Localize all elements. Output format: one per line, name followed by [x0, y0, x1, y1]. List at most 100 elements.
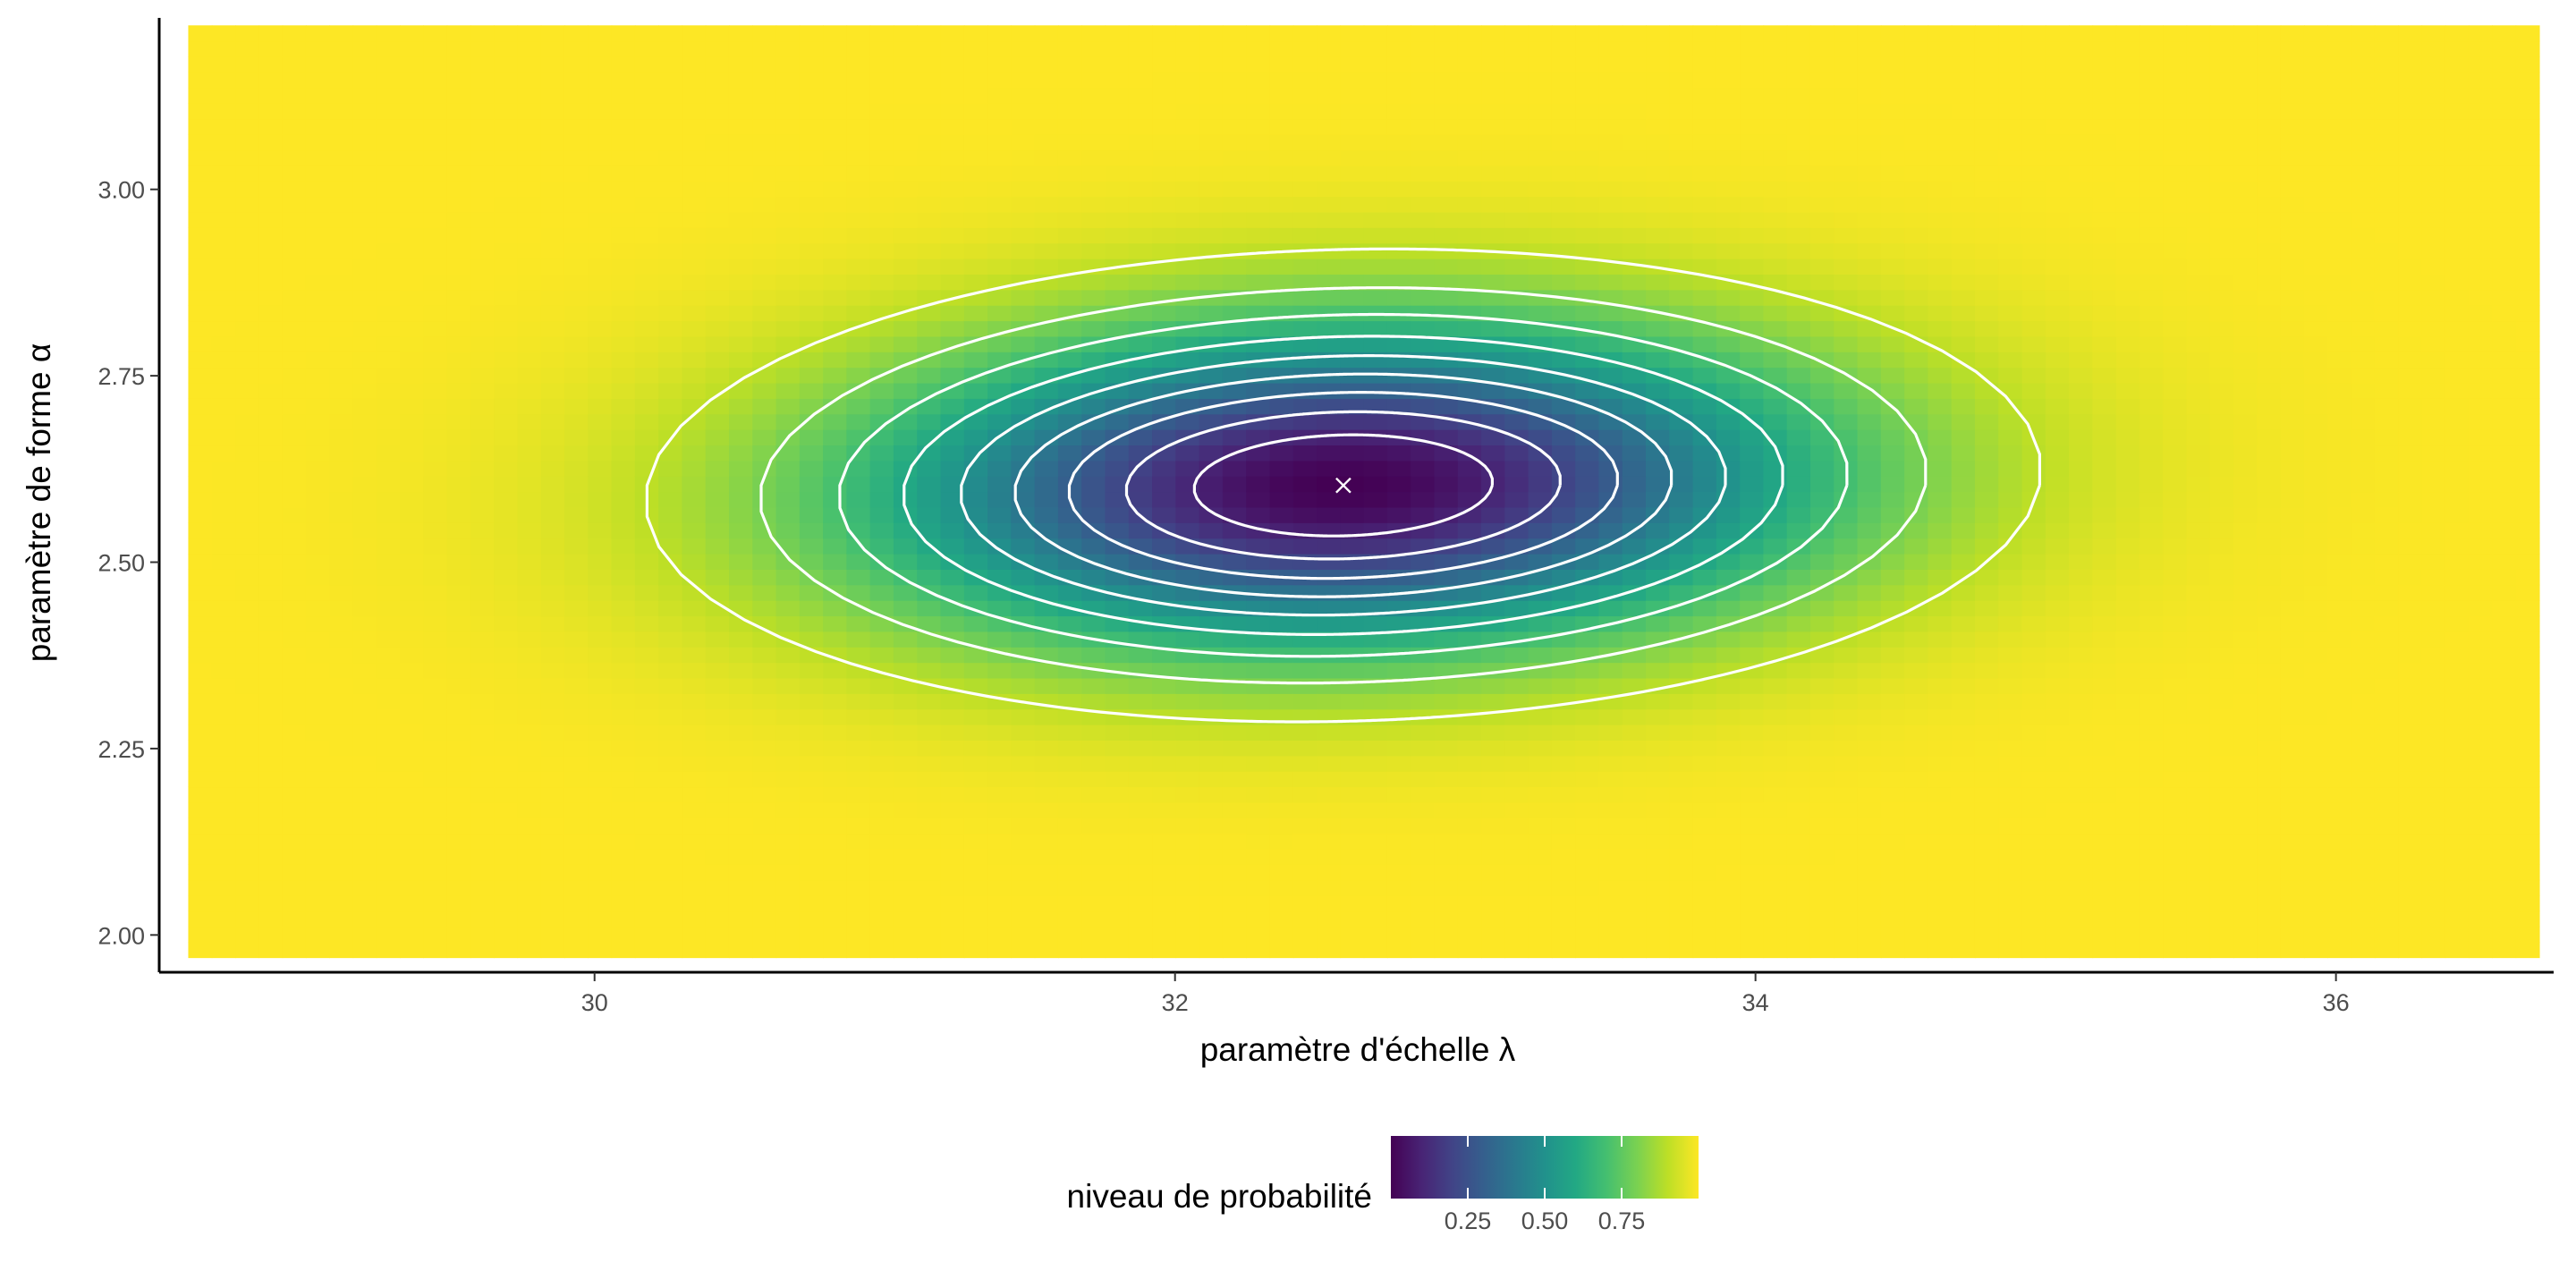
heatmap-cell	[564, 181, 589, 198]
heatmap-cell	[1457, 149, 1482, 166]
heatmap-cell	[400, 304, 425, 322]
heatmap-cell	[963, 335, 988, 352]
heatmap-cell	[588, 770, 613, 788]
heatmap-cell	[1904, 801, 1929, 818]
heatmap-cell	[258, 491, 284, 508]
heatmap-cell	[728, 693, 754, 710]
heatmap-cell	[1928, 196, 1953, 213]
heatmap-cell	[470, 941, 495, 959]
heatmap-cell	[1434, 491, 1459, 508]
heatmap-cell	[1716, 693, 1741, 710]
heatmap-cell	[282, 647, 307, 664]
heatmap-cell	[1363, 662, 1388, 679]
heatmap-cell	[211, 911, 236, 928]
heatmap-cell	[329, 149, 354, 166]
heatmap-cell	[564, 258, 589, 275]
heatmap-cell	[1081, 724, 1106, 741]
heatmap-cell	[1528, 569, 1553, 586]
heatmap-cell	[1199, 755, 1224, 772]
heatmap-cell	[1834, 770, 1859, 788]
heatmap-cell	[893, 87, 919, 104]
heatmap-cell	[1809, 848, 1835, 865]
heatmap-cell	[1292, 133, 1318, 151]
heatmap-cell	[1222, 304, 1247, 322]
heatmap-cell	[494, 631, 519, 648]
heatmap-cell	[869, 320, 894, 337]
heatmap-cell	[963, 894, 988, 912]
heatmap-cell	[470, 242, 495, 259]
heatmap-cell	[1434, 320, 1459, 337]
heatmap-cell	[258, 413, 284, 430]
heatmap-cell	[1363, 538, 1388, 555]
heatmap-cell	[188, 786, 213, 803]
heatmap-cell	[564, 724, 589, 741]
heatmap-cell	[846, 398, 871, 415]
heatmap-cell	[1998, 740, 2023, 757]
heatmap-cell	[1809, 398, 1835, 415]
heatmap-cell	[258, 181, 284, 198]
heatmap-cell	[1880, 801, 1905, 818]
heatmap-cell	[1269, 677, 1294, 694]
heatmap-cell	[1199, 227, 1224, 244]
heatmap-cell	[1317, 833, 1342, 850]
heatmap-cell	[1834, 165, 1859, 182]
heatmap-cell	[1740, 475, 1765, 493]
heatmap-cell	[752, 258, 777, 275]
heatmap-cell	[1340, 786, 1365, 803]
heatmap-cell	[2045, 475, 2070, 493]
heatmap-cell	[305, 133, 330, 151]
heatmap-cell	[2092, 708, 2117, 725]
heatmap-cell	[2115, 522, 2140, 539]
heatmap-cell	[1292, 584, 1318, 601]
heatmap-cell	[987, 926, 1013, 943]
heatmap-cell	[470, 367, 495, 384]
heatmap-cell	[1034, 242, 1059, 259]
heatmap-cell	[1786, 894, 1811, 912]
heatmap-cell	[846, 569, 871, 586]
heatmap-cell	[1998, 56, 2023, 73]
heatmap-cell	[1011, 165, 1036, 182]
heatmap-cell	[1928, 522, 1953, 539]
heatmap-cell	[1246, 181, 1271, 198]
heatmap-cell	[282, 864, 307, 881]
heatmap-cell	[1669, 56, 1694, 73]
heatmap-cell	[1763, 413, 1788, 430]
heatmap-cell	[282, 894, 307, 912]
heatmap-cell	[258, 770, 284, 788]
heatmap-cell	[517, 569, 542, 586]
heatmap-cell	[423, 740, 448, 757]
heatmap-cell	[352, 304, 377, 322]
heatmap-cell	[1786, 196, 1811, 213]
heatmap-cell	[728, 445, 754, 462]
heatmap-cell	[917, 335, 942, 352]
heatmap-cell	[705, 926, 730, 943]
heatmap-cell	[1199, 553, 1224, 570]
heatmap-cell	[1481, 103, 1506, 120]
heatmap-cell	[1880, 413, 1905, 430]
heatmap-cell	[1457, 801, 1482, 818]
heatmap-cell	[1904, 879, 1929, 896]
heatmap-cell	[1880, 770, 1905, 788]
heatmap-cell	[2069, 242, 2094, 259]
heatmap-cell	[564, 894, 589, 912]
heatmap-cell	[446, 320, 471, 337]
heatmap-cell	[1411, 25, 1436, 42]
heatmap-cell	[1175, 770, 1200, 788]
heatmap-cell	[658, 445, 683, 462]
heatmap-cell	[1034, 941, 1059, 959]
heatmap-cell	[305, 72, 330, 89]
heatmap-cell	[1740, 352, 1765, 369]
heatmap-cell	[1646, 584, 1671, 601]
heatmap-cell	[564, 211, 589, 228]
heatmap-cell	[940, 258, 965, 275]
heatmap-cell	[917, 833, 942, 850]
heatmap-cell	[588, 864, 613, 881]
heatmap-cell	[1175, 56, 1200, 73]
heatmap-cell	[705, 662, 730, 679]
heatmap-cell	[352, 196, 377, 213]
heatmap-cell	[470, 770, 495, 788]
heatmap-cell	[2045, 304, 2070, 322]
heatmap-cell	[235, 352, 260, 369]
heatmap-cell	[1740, 755, 1765, 772]
heatmap-cell	[564, 428, 589, 446]
